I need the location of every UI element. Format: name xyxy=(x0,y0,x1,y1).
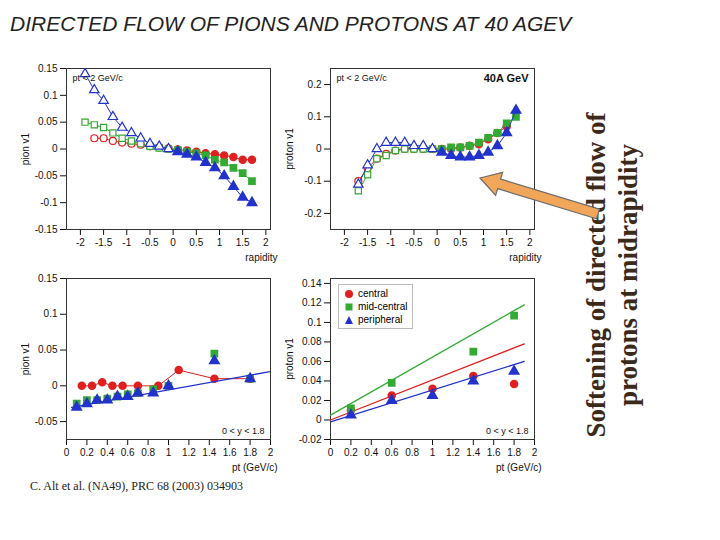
svg-text:0.8: 0.8 xyxy=(141,447,155,458)
svg-text:0: 0 xyxy=(170,237,176,248)
svg-text:1.4: 1.4 xyxy=(202,447,216,458)
svg-text:0.15: 0.15 xyxy=(38,63,58,74)
svg-text:pt (GeV/c): pt (GeV/c) xyxy=(496,462,542,473)
svg-text:pt < 2 GeV/c: pt < 2 GeV/c xyxy=(337,73,388,83)
svg-text:0.02: 0.02 xyxy=(302,395,322,406)
svg-text:proton v1: proton v1 xyxy=(284,338,295,380)
svg-text:rapidity: rapidity xyxy=(245,252,277,263)
svg-text:0: 0 xyxy=(52,143,58,154)
svg-text:0 < y < 1.8: 0 < y < 1.8 xyxy=(486,426,529,436)
svg-text:-0.05: -0.05 xyxy=(35,170,58,181)
svg-text:1.4: 1.4 xyxy=(466,447,480,458)
svg-text:40A GeV: 40A GeV xyxy=(484,72,530,84)
html-text:Softening of directed flow of: Softening of directed flow of xyxy=(581,112,611,438)
svg-text:0.12: 0.12 xyxy=(302,297,322,308)
svg-text:pion v1: pion v1 xyxy=(20,132,31,165)
svg-text:0.6: 0.6 xyxy=(121,447,135,458)
svg-text:0: 0 xyxy=(52,380,58,391)
svg-text:-0.1: -0.1 xyxy=(40,197,58,208)
html-text:mid-central: mid-central xyxy=(358,301,408,312)
svg-text:-2: -2 xyxy=(340,237,349,248)
svg-text:0.04: 0.04 xyxy=(302,375,322,386)
svg-text:0.2: 0.2 xyxy=(80,447,94,458)
svg-text:0.1: 0.1 xyxy=(44,308,58,319)
svg-text:1.2: 1.2 xyxy=(446,447,460,458)
svg-text:1: 1 xyxy=(217,237,223,248)
html-text:peripheral: peripheral xyxy=(358,314,403,325)
svg-text:1.8: 1.8 xyxy=(507,447,521,458)
svg-text:0.2: 0.2 xyxy=(344,447,358,458)
svg-text:1: 1 xyxy=(166,447,172,458)
svg-text:2: 2 xyxy=(532,447,538,458)
svg-text:-0.15: -0.15 xyxy=(35,224,58,235)
svg-text:0.05: 0.05 xyxy=(38,116,58,127)
svg-text:-1.5: -1.5 xyxy=(359,237,377,248)
svg-text:0: 0 xyxy=(316,414,322,425)
svg-text:1.8: 1.8 xyxy=(243,447,257,458)
svg-text:1: 1 xyxy=(481,237,487,248)
svg-text:-1.5: -1.5 xyxy=(95,237,113,248)
svg-text:pion v1: pion v1 xyxy=(20,342,31,375)
html-text:C. Alt et al. (NA49), PRC 68 (: C. Alt et al. (NA49), PRC 68 (2003) 0349… xyxy=(30,479,243,493)
svg-text:1.5: 1.5 xyxy=(236,237,250,248)
svg-text:1.5: 1.5 xyxy=(500,237,514,248)
svg-text:-0.2: -0.2 xyxy=(304,208,322,219)
svg-text:0.5: 0.5 xyxy=(189,237,203,248)
svg-text:0.4: 0.4 xyxy=(100,447,114,458)
svg-text:2: 2 xyxy=(263,237,269,248)
svg-text:-0.5: -0.5 xyxy=(405,237,423,248)
svg-text:1: 1 xyxy=(430,447,436,458)
svg-text:0: 0 xyxy=(64,447,70,458)
svg-text:pt < 2 GeV/c: pt < 2 GeV/c xyxy=(73,73,124,83)
svg-text:1.6: 1.6 xyxy=(223,447,237,458)
svg-text:0.08: 0.08 xyxy=(302,336,322,347)
svg-text:0.6: 0.6 xyxy=(385,447,399,458)
svg-text:0.1: 0.1 xyxy=(44,90,58,101)
svg-text:0.2: 0.2 xyxy=(308,79,322,90)
svg-text:-1: -1 xyxy=(386,237,395,248)
svg-text:0.14: 0.14 xyxy=(302,278,322,289)
svg-text:-0.5: -0.5 xyxy=(141,237,159,248)
svg-text:0.5: 0.5 xyxy=(453,237,467,248)
svg-text:pt (GeV/c): pt (GeV/c) xyxy=(232,462,278,473)
svg-text:proton v1: proton v1 xyxy=(284,128,295,170)
svg-text:2: 2 xyxy=(268,447,274,458)
svg-text:0.05: 0.05 xyxy=(38,344,58,355)
svg-text:-0.02: -0.02 xyxy=(299,434,322,445)
svg-text:0.4: 0.4 xyxy=(364,447,378,458)
svg-text:2: 2 xyxy=(527,237,533,248)
svg-text:-2: -2 xyxy=(76,237,85,248)
svg-text:-0.05: -0.05 xyxy=(35,416,58,427)
svg-text:-0.1: -0.1 xyxy=(304,175,322,186)
svg-text:0.15: 0.15 xyxy=(38,273,58,284)
svg-text:0.1: 0.1 xyxy=(308,111,322,122)
svg-text:1.6: 1.6 xyxy=(487,447,501,458)
svg-text:0: 0 xyxy=(434,237,440,248)
svg-text:rapidity: rapidity xyxy=(509,252,541,263)
svg-text:0: 0 xyxy=(316,143,322,154)
html-text:DIRECTED FLOW OF PIONS AND PRO: DIRECTED FLOW OF PIONS AND PROTONS AT 40… xyxy=(10,12,572,35)
html-text:protons at midrapidity: protons at midrapidity xyxy=(613,144,643,406)
html-text:central: central xyxy=(358,288,388,299)
svg-text:0.1: 0.1 xyxy=(308,317,322,328)
svg-text:1.2: 1.2 xyxy=(182,447,196,458)
svg-text:0 < y < 1.8: 0 < y < 1.8 xyxy=(222,426,265,436)
svg-text:0: 0 xyxy=(328,447,334,458)
svg-text:-1: -1 xyxy=(122,237,131,248)
svg-text:0.06: 0.06 xyxy=(302,356,322,367)
svg-text:0.8: 0.8 xyxy=(405,447,419,458)
